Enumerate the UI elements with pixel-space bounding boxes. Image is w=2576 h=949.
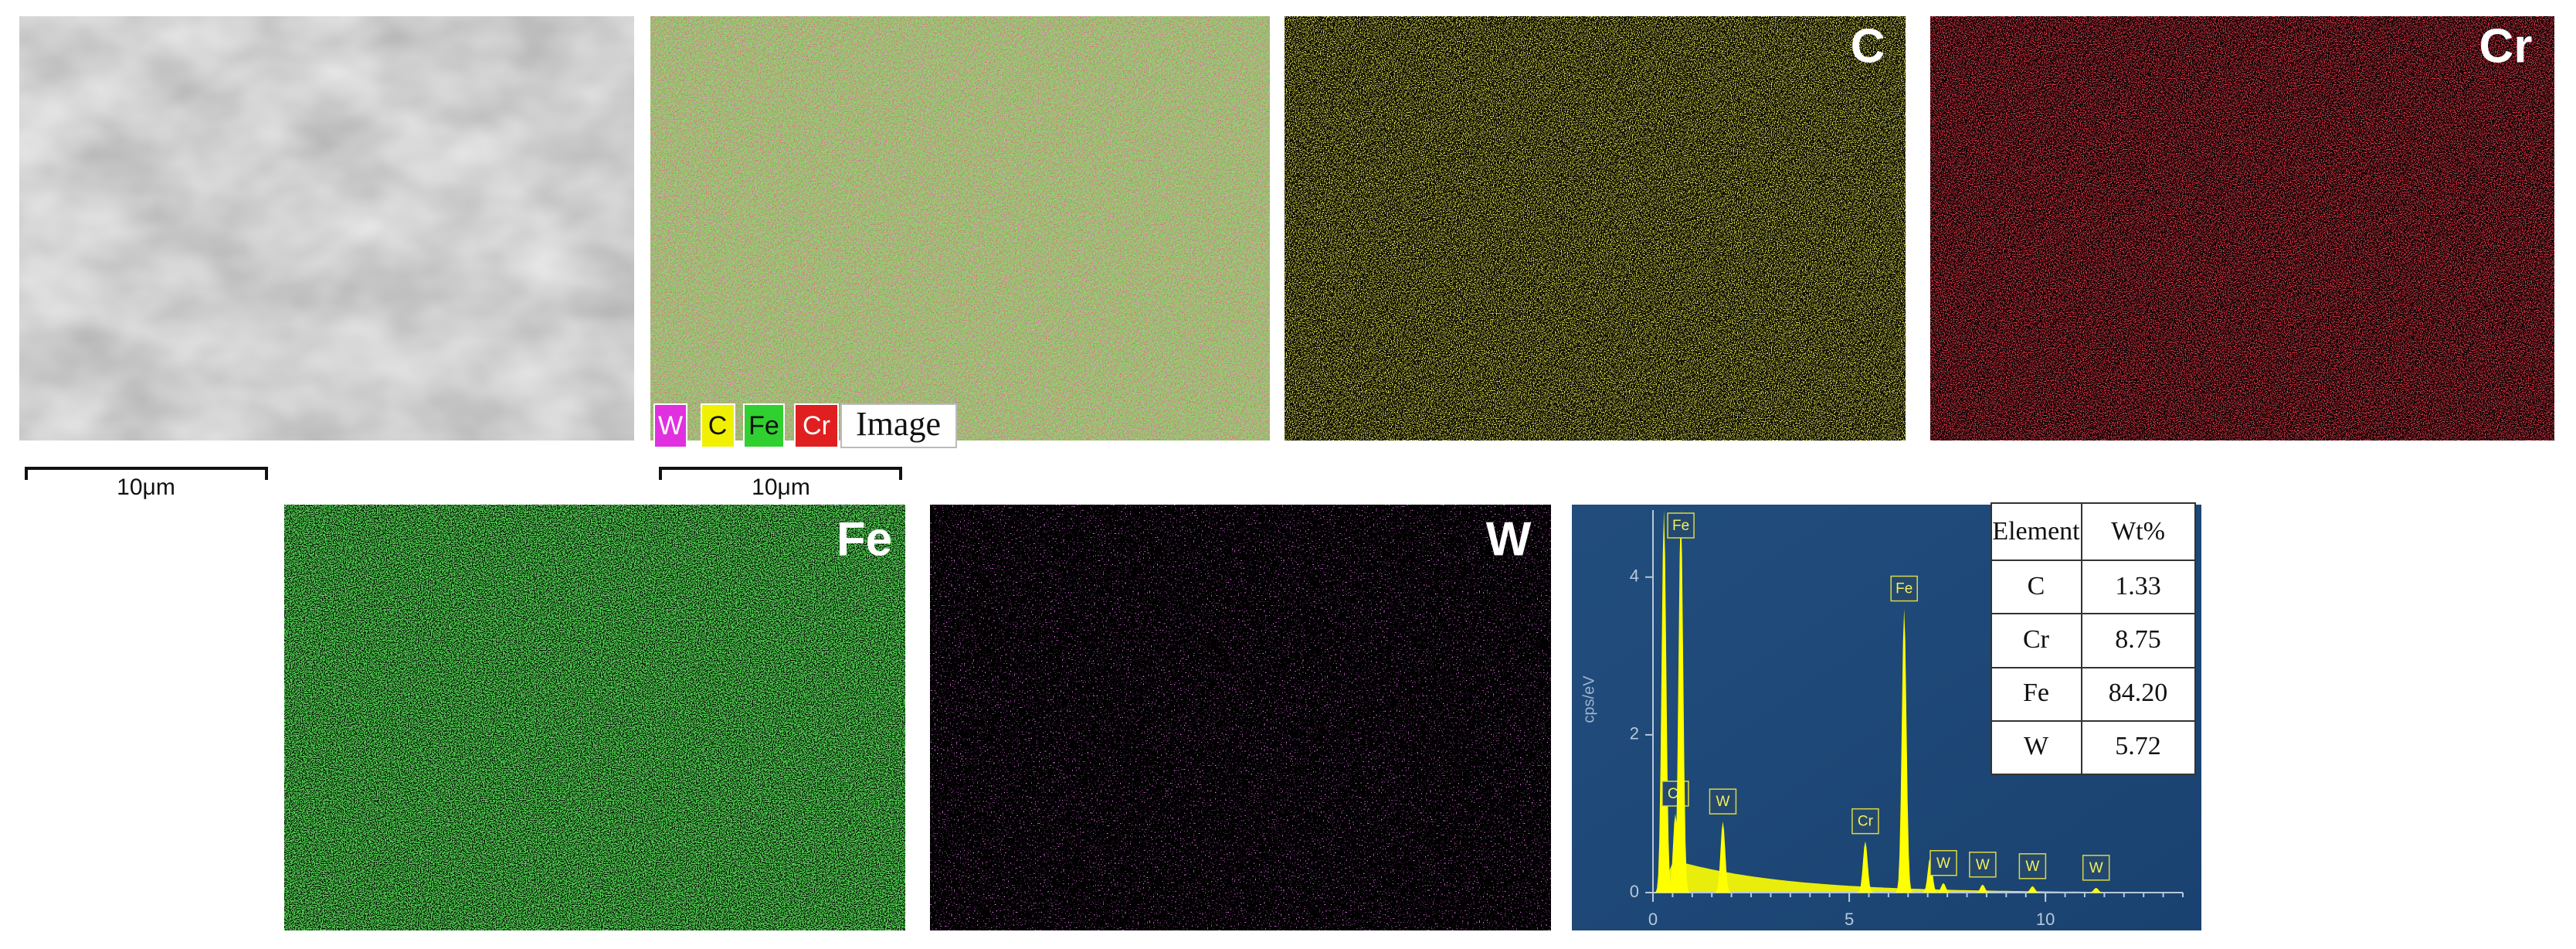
scale-bar-label: 10μm bbox=[117, 474, 175, 500]
peak-label-box bbox=[1969, 852, 1997, 878]
legend-text: Cr bbox=[803, 411, 830, 440]
legend-swatch bbox=[840, 403, 957, 448]
legend-swatch bbox=[743, 403, 785, 448]
peak bbox=[1672, 510, 1691, 893]
peak-label: W bbox=[1716, 794, 1729, 810]
legend-swatch bbox=[794, 403, 839, 448]
table-cell: Cr bbox=[2023, 625, 2050, 654]
peak bbox=[1713, 821, 1733, 893]
peak-label: Cr bbox=[1858, 814, 1874, 830]
map-label: Fe bbox=[837, 512, 892, 566]
mixed-map bbox=[650, 16, 1270, 440]
legend-text: Image bbox=[856, 405, 941, 443]
peak bbox=[1655, 510, 1674, 893]
peak-label-box bbox=[2082, 855, 2110, 881]
peak bbox=[1934, 883, 1953, 893]
peak-label-box bbox=[1851, 808, 1879, 835]
peak bbox=[2023, 886, 2042, 893]
scale-bar bbox=[659, 467, 902, 480]
peak bbox=[1666, 813, 1685, 893]
peak bbox=[2086, 887, 2106, 893]
y-tick-label: 2 bbox=[1630, 724, 1639, 743]
map-label: Cr bbox=[2479, 19, 2533, 73]
fe-map bbox=[284, 505, 905, 930]
table-cell: Fe bbox=[2023, 679, 2049, 707]
scale-bar bbox=[25, 467, 268, 480]
sem-image bbox=[19, 16, 634, 440]
table-header: Element bbox=[1992, 517, 2080, 546]
table-cell: C bbox=[2028, 572, 2045, 600]
table-frame bbox=[1991, 502, 2196, 775]
peak bbox=[1895, 608, 1914, 893]
peak-label-box bbox=[1667, 512, 1695, 539]
peak-label-box bbox=[1709, 788, 1737, 815]
legend-text: W bbox=[658, 411, 683, 440]
x-tick-label: 5 bbox=[1845, 910, 1854, 929]
x-tick-label: 0 bbox=[1648, 910, 1658, 929]
map-label: C bbox=[1851, 19, 1885, 73]
peak-label: W bbox=[1936, 855, 1950, 872]
map-label: W bbox=[1486, 512, 1532, 566]
peak-label: W bbox=[2089, 860, 2103, 876]
continuum bbox=[1661, 860, 2164, 893]
peak-label: W bbox=[1976, 857, 1990, 873]
scale-bar-label: 10μm bbox=[752, 474, 810, 500]
table-cell: 5.72 bbox=[2115, 732, 2161, 760]
peak-label-box bbox=[2018, 853, 2047, 879]
table: Element Wt% C 1.33 Cr 8.75 Fe 84.20 W 5.… bbox=[1991, 502, 2196, 775]
legend-text: Fe bbox=[748, 411, 779, 440]
legend-swatch bbox=[701, 403, 735, 448]
x-tick-label: 10 bbox=[2036, 910, 2055, 929]
legend-swatch bbox=[653, 403, 687, 448]
peak bbox=[1973, 884, 1992, 893]
peak-label: Fe bbox=[1896, 581, 1912, 597]
peak-label-box bbox=[1890, 575, 1918, 602]
cr-map bbox=[1930, 16, 2554, 440]
table-cell: 84.20 bbox=[2109, 679, 2168, 707]
w-map bbox=[930, 505, 1551, 930]
peak-label: W bbox=[2025, 859, 2039, 875]
c-map bbox=[1285, 16, 1906, 440]
table-cell: 8.75 bbox=[2115, 625, 2161, 654]
y-tick-label: 0 bbox=[1630, 882, 1639, 901]
table-header: Wt% bbox=[2111, 517, 2165, 546]
y-tick-label: 4 bbox=[1630, 566, 1639, 586]
table-cell: 1.33 bbox=[2115, 572, 2161, 600]
table-cell: W bbox=[2024, 732, 2049, 760]
y-axis-label: cps/eV bbox=[1580, 675, 1597, 723]
peak-label: Fe bbox=[1672, 518, 1689, 534]
spectrum: 0 5 10 0 2 4 Cr Fe W Cr Fe W W W W bbox=[1630, 510, 2184, 929]
legend-text: C bbox=[708, 411, 728, 440]
legend: W C Fe Cr Image bbox=[653, 403, 957, 448]
peak-label-box bbox=[1929, 850, 1957, 876]
peak bbox=[1855, 841, 1875, 893]
